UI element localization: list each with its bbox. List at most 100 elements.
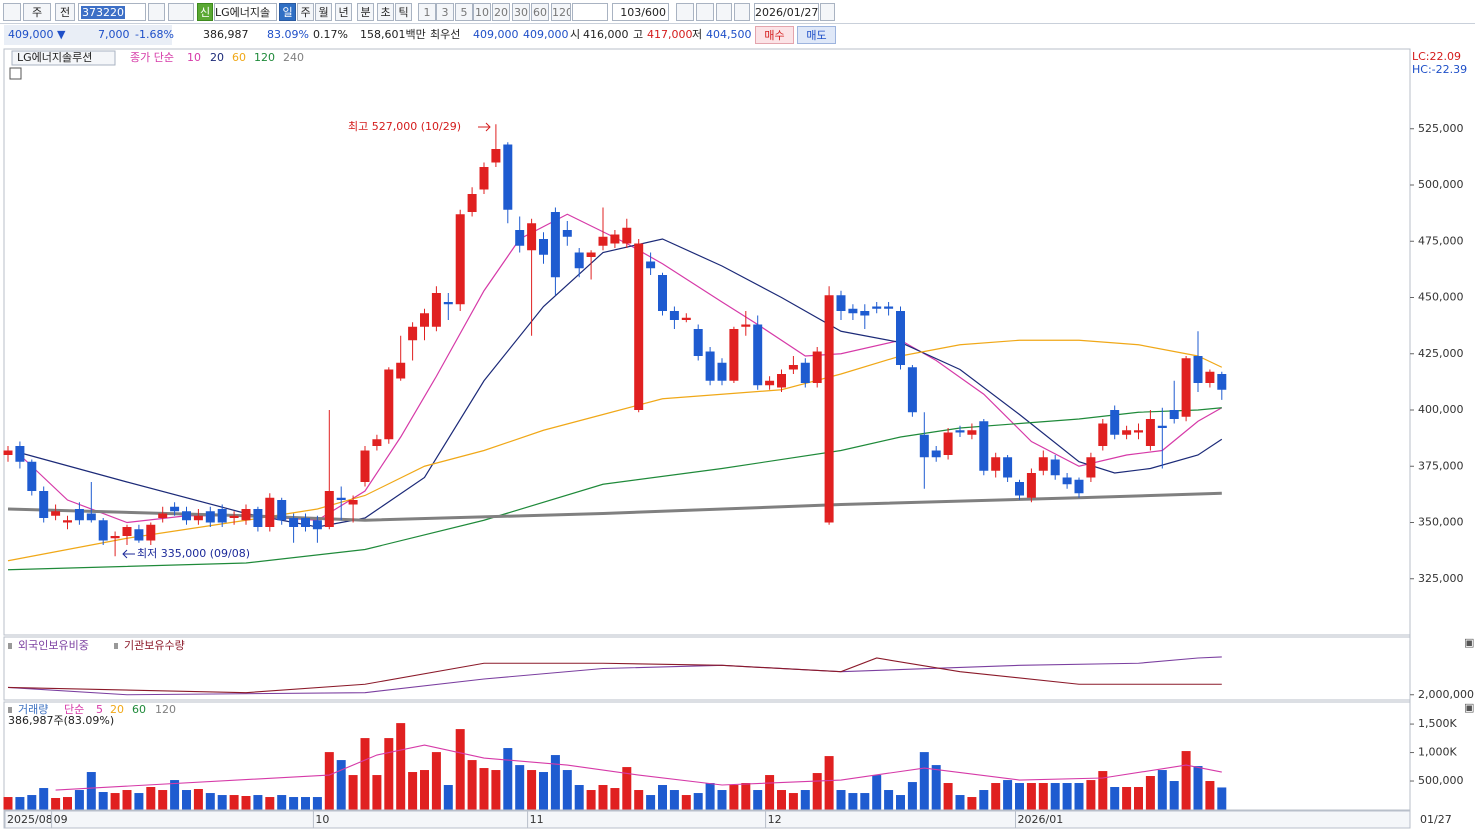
volume-bar: [420, 770, 429, 810]
settings-icon[interactable]: [734, 3, 750, 21]
toolbar-divider: [0, 23, 1475, 24]
candle-body: [1157, 425, 1167, 428]
low-annotation: 최저 335,000 (09/08): [137, 547, 250, 560]
high-label: 고: [633, 28, 644, 41]
minute-button[interactable]: 5: [455, 3, 473, 21]
volume-bar: [205, 793, 215, 810]
volume-bar: [98, 792, 108, 810]
arrow: [478, 122, 491, 132]
interval-button[interactable]: 년: [335, 3, 352, 21]
minute-button[interactable]: 3: [436, 3, 454, 21]
volume-bar: [253, 795, 263, 810]
volume-bar: [324, 752, 334, 810]
count[interactable]: 103/600: [612, 3, 669, 21]
candle-body: [574, 252, 584, 269]
volume-bar: [598, 785, 608, 810]
sound-button[interactable]: [168, 3, 194, 21]
period-select[interactable]: 주: [23, 3, 51, 21]
volume-bar: [336, 760, 346, 810]
candle-body: [1134, 430, 1143, 433]
interval-button[interactable]: 월: [315, 3, 332, 21]
sell-button[interactable]: 매도: [797, 26, 836, 44]
volume-bar: [503, 748, 513, 810]
interval-button[interactable]: 일: [279, 3, 296, 21]
y-tick-label: 1,500K: [1418, 717, 1457, 730]
volume-bar: [1181, 751, 1191, 810]
save-icon[interactable]: [716, 3, 732, 21]
candle-body: [872, 306, 882, 309]
y-tick-label: 1,000K: [1418, 746, 1457, 759]
date-input[interactable]: 2026/01/27: [754, 3, 819, 21]
best-label: 최우선: [430, 28, 461, 41]
candle-body: [205, 511, 215, 523]
change: 7,000: [98, 28, 130, 41]
volume-bar: [1098, 771, 1108, 810]
volume-bar: [848, 793, 858, 810]
volume-rate: 83.09%: [267, 28, 309, 41]
minute-button[interactable]: 120: [551, 3, 571, 21]
quote-highlight: [4, 25, 172, 45]
stock-name[interactable]: LG에너지솔: [214, 3, 277, 21]
candle-body: [336, 497, 346, 500]
minute-button[interactable]: 20: [492, 3, 510, 21]
volume-bar: [586, 790, 596, 810]
candle-body: [884, 306, 894, 309]
minute-button[interactable]: 30: [512, 3, 530, 21]
price-panel: [3, 48, 1411, 636]
blank-select[interactable]: [572, 3, 608, 21]
search-button[interactable]: [148, 3, 165, 21]
buy-button[interactable]: 매수: [755, 26, 794, 44]
tool-icon[interactable]: [696, 3, 714, 21]
candle-body: [15, 446, 25, 462]
candle-body: [98, 520, 108, 541]
candle-body: [967, 430, 977, 435]
candle-body: [634, 243, 644, 410]
candle-body: [1062, 477, 1072, 485]
interval-button[interactable]: 주: [297, 3, 314, 21]
tool-icon[interactable]: [676, 3, 694, 21]
date-label: 11: [530, 813, 544, 826]
volume-bar: [800, 790, 810, 810]
candle-body: [146, 524, 156, 541]
grid-icon: [9, 67, 22, 80]
code-input[interactable]: 373220: [78, 3, 146, 21]
minute-button[interactable]: 1: [418, 3, 436, 21]
interval-button[interactable]: 틱: [395, 3, 412, 21]
candle-body: [110, 536, 120, 539]
candle-body: [991, 457, 1001, 471]
calendar-icon[interactable]: [820, 3, 835, 21]
candle-body: [384, 369, 394, 440]
volume-bar: [610, 788, 620, 810]
volume-bar: [777, 790, 786, 810]
candle-body: [765, 380, 775, 386]
close-icon: ▣: [1464, 636, 1474, 649]
volume-bar: [408, 772, 418, 810]
interval-button[interactable]: 분: [357, 3, 374, 21]
best-ask: 409,000: [473, 28, 519, 41]
candle-body: [1122, 430, 1132, 435]
last-date: 01/27: [1420, 813, 1452, 826]
volume-bar: [63, 797, 72, 810]
candle-body: [717, 362, 727, 381]
prev-button[interactable]: 전: [55, 3, 75, 21]
volume-bar: [360, 738, 370, 810]
candle-body: [931, 450, 941, 458]
candle-body: [1038, 457, 1048, 471]
volume-bar: [527, 770, 537, 810]
volume-bar: [788, 793, 798, 810]
code-text: 373220: [81, 6, 125, 19]
candle-body: [860, 311, 870, 316]
open: 416,000: [583, 28, 629, 41]
minute-button[interactable]: 60: [531, 3, 549, 21]
volume-bar: [919, 752, 929, 810]
candle-body: [777, 374, 786, 388]
candle-body: [217, 509, 227, 523]
interval-button[interactable]: 초: [377, 3, 394, 21]
check-icon[interactable]: [3, 3, 21, 21]
candle-body: [86, 513, 96, 521]
volume-bar: [491, 770, 501, 810]
volume-bar: [836, 790, 846, 810]
minute-button[interactable]: 10: [473, 3, 491, 21]
candle-body: [158, 513, 168, 518]
